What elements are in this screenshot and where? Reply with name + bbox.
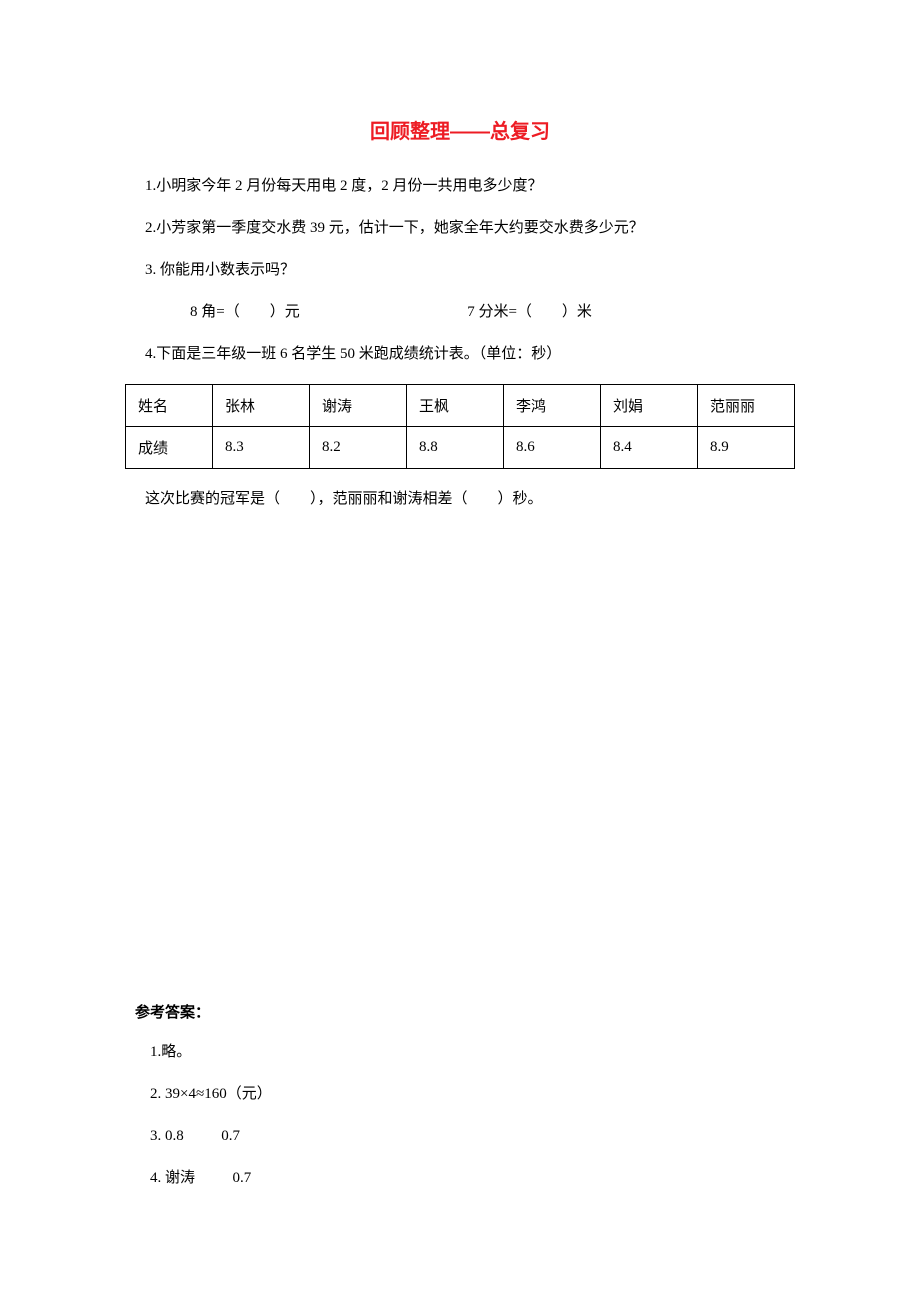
question-4-after: 这次比赛的冠军是（ ），范丽丽和谢涛相差（ ）秒。 xyxy=(125,487,795,511)
table-row-header: 姓名 张林 谢涛 王枫 李鸿 刘娟 范丽丽 xyxy=(126,385,795,427)
q3-part1: 8 角=（ ）元 xyxy=(190,304,300,320)
a3-part2: 0.7 xyxy=(221,1128,240,1144)
question-1: 1.小明家今年 2 月份每天用电 2 度，2 月份一共用电多少度？ xyxy=(125,174,795,198)
col-name: 范丽丽 xyxy=(697,385,794,427)
score-label: 成绩 xyxy=(126,427,213,469)
col-score: 8.8 xyxy=(406,427,503,469)
question-3-fill: 8 角=（ ）元 7 分米=（ ）米 xyxy=(125,300,795,324)
col-score: 8.9 xyxy=(697,427,794,469)
a4-part1: 4. 谢涛 xyxy=(150,1170,195,1186)
col-name: 刘娟 xyxy=(600,385,697,427)
question-2: 2.小芳家第一季度交水费 39 元，估计一下，她家全年大约要交水费多少元？ xyxy=(125,216,795,240)
answer-3: 3. 0.8 0.7 xyxy=(135,1124,795,1148)
page-title: 回顾整理——总复习 xyxy=(125,115,795,144)
score-table: 姓名 张林 谢涛 王枫 李鸿 刘娟 范丽丽 成绩 8.3 8.2 8.8 8.6… xyxy=(125,384,795,469)
header-label: 姓名 xyxy=(126,385,213,427)
question-3: 3. 你能用小数表示吗？ xyxy=(125,258,795,282)
col-score: 8.4 xyxy=(600,427,697,469)
a4-part2: 0.7 xyxy=(233,1170,252,1186)
col-score: 8.6 xyxy=(503,427,600,469)
col-score: 8.2 xyxy=(309,427,406,469)
answers-title: 参考答案： xyxy=(135,1001,795,1022)
col-name: 李鸿 xyxy=(503,385,600,427)
a3-part1: 3. 0.8 xyxy=(150,1128,184,1144)
answer-2: 2. 39×4≈160（元） xyxy=(135,1082,795,1106)
answers-section: 参考答案： 1.略。 2. 39×4≈160（元） 3. 0.8 0.7 4. … xyxy=(125,1001,795,1190)
col-name: 王枫 xyxy=(406,385,503,427)
answer-4: 4. 谢涛 0.7 xyxy=(135,1166,795,1190)
answer-1: 1.略。 xyxy=(135,1040,795,1064)
table-row-scores: 成绩 8.3 8.2 8.8 8.6 8.4 8.9 xyxy=(126,427,795,469)
col-score: 8.3 xyxy=(212,427,309,469)
question-4: 4.下面是三年级一班 6 名学生 50 米跑成绩统计表。（单位：秒） xyxy=(125,342,795,366)
q3-part2: 7 分米=（ ）米 xyxy=(467,304,592,320)
col-name: 谢涛 xyxy=(309,385,406,427)
col-name: 张林 xyxy=(212,385,309,427)
